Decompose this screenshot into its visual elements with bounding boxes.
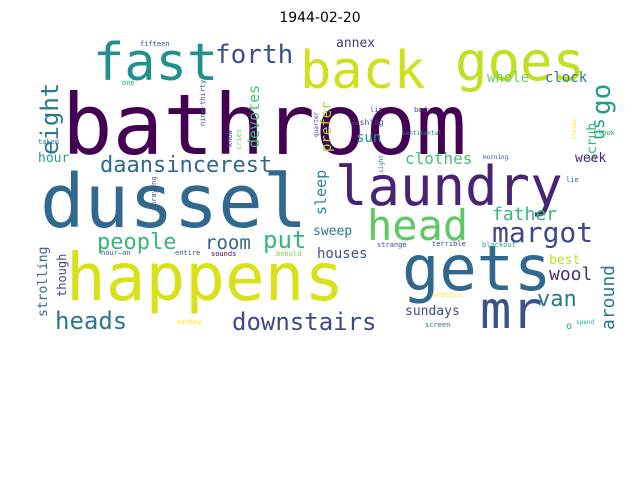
cloud-word: spend: [576, 319, 594, 326]
cloud-word: best: [549, 253, 580, 268]
cloud-word: laundry: [335, 155, 563, 218]
cloud-word: taken: [38, 138, 59, 146]
cloud-word: gets: [402, 232, 551, 305]
cloud-word: sight: [378, 155, 385, 173]
cloud-word: sounds: [211, 250, 236, 258]
cloud-word: strolling: [36, 247, 51, 317]
cloud-word: heads: [55, 307, 127, 335]
cloud-word: week: [575, 151, 606, 166]
cloud-word: bed: [414, 106, 427, 114]
cloud-word: happens: [66, 239, 344, 316]
cloud-word: sundays: [405, 304, 460, 319]
cloud-word: o: [566, 321, 572, 332]
cloud-word: praying: [150, 176, 158, 206]
cloud-word: sweep: [313, 224, 352, 239]
cloud-word: lie: [566, 176, 579, 184]
cloud-word: mr: [480, 281, 543, 341]
cloud-word: cries: [235, 129, 243, 150]
cloud-word: daansincerest: [100, 153, 272, 178]
cloud-word: scrub: [585, 123, 600, 162]
cloud-word: wool: [549, 264, 592, 285]
cloud-word: look: [598, 129, 616, 137]
cloud-word: stoves: [571, 118, 578, 140]
cloud-word: margot: [492, 216, 593, 249]
cloud-word: screen: [425, 321, 450, 329]
cloud-word: fifteen: [140, 40, 170, 48]
cloud-word: forth: [215, 40, 293, 70]
cloud-word: back: [300, 41, 425, 101]
cloud-word: people: [97, 230, 176, 255]
cloud-word: terrible: [432, 240, 466, 248]
cloud-word: bathroom: [62, 76, 467, 174]
cloud-word: go: [587, 84, 617, 115]
cloud-word: quarter: [313, 111, 320, 137]
cloud-word: around: [598, 265, 619, 330]
cloud-word: hour—an: [101, 249, 131, 257]
cloud-word: head: [367, 201, 468, 250]
cloud-word: know: [226, 129, 234, 147]
cloud-word: though: [55, 254, 69, 297]
cloud-word: dussel: [40, 159, 307, 245]
cloud-word: strange: [377, 241, 407, 249]
cloud-word: washing: [350, 118, 384, 127]
cloud-word: whole: [487, 70, 529, 86]
cloud-word: father: [492, 204, 557, 225]
cloud-word: behold: [276, 250, 301, 258]
cloud-word: room: [205, 232, 251, 254]
cloud-word: downstairs: [232, 308, 377, 336]
cloud-word: devotes: [245, 85, 263, 148]
cloud-word: goes: [455, 30, 585, 93]
chart-title: 1944-02-20: [279, 10, 361, 26]
cloud-word: van: [537, 287, 577, 312]
cloud-word: ordeals: [432, 291, 462, 299]
cloud-word: prefer: [319, 101, 335, 152]
cloud-word: lit: [370, 106, 383, 114]
cloud-word: nine-thirty: [199, 80, 207, 126]
cloud-word: blackout: [482, 241, 516, 249]
cloud-word: put: [263, 226, 306, 254]
cloud-word: morning: [483, 154, 509, 161]
cloud-word: eight: [36, 83, 64, 155]
cloud-word: annex: [336, 36, 375, 51]
cloud-word: clothes: [405, 149, 472, 168]
cloud-word: hour: [38, 151, 69, 166]
cloud-word: one: [122, 79, 135, 87]
cloud-word: fast: [93, 33, 218, 93]
cloud-word: entire: [175, 249, 200, 257]
cloud-word: sunday: [176, 318, 201, 326]
cloud-word: us: [588, 118, 609, 140]
cloud-word: houses: [317, 246, 368, 262]
cloud-word: sleep: [312, 170, 330, 215]
cloud-word: clock: [545, 70, 588, 86]
cloud-word: sun: [356, 130, 381, 146]
cloud-word: sentimental: [402, 130, 442, 137]
